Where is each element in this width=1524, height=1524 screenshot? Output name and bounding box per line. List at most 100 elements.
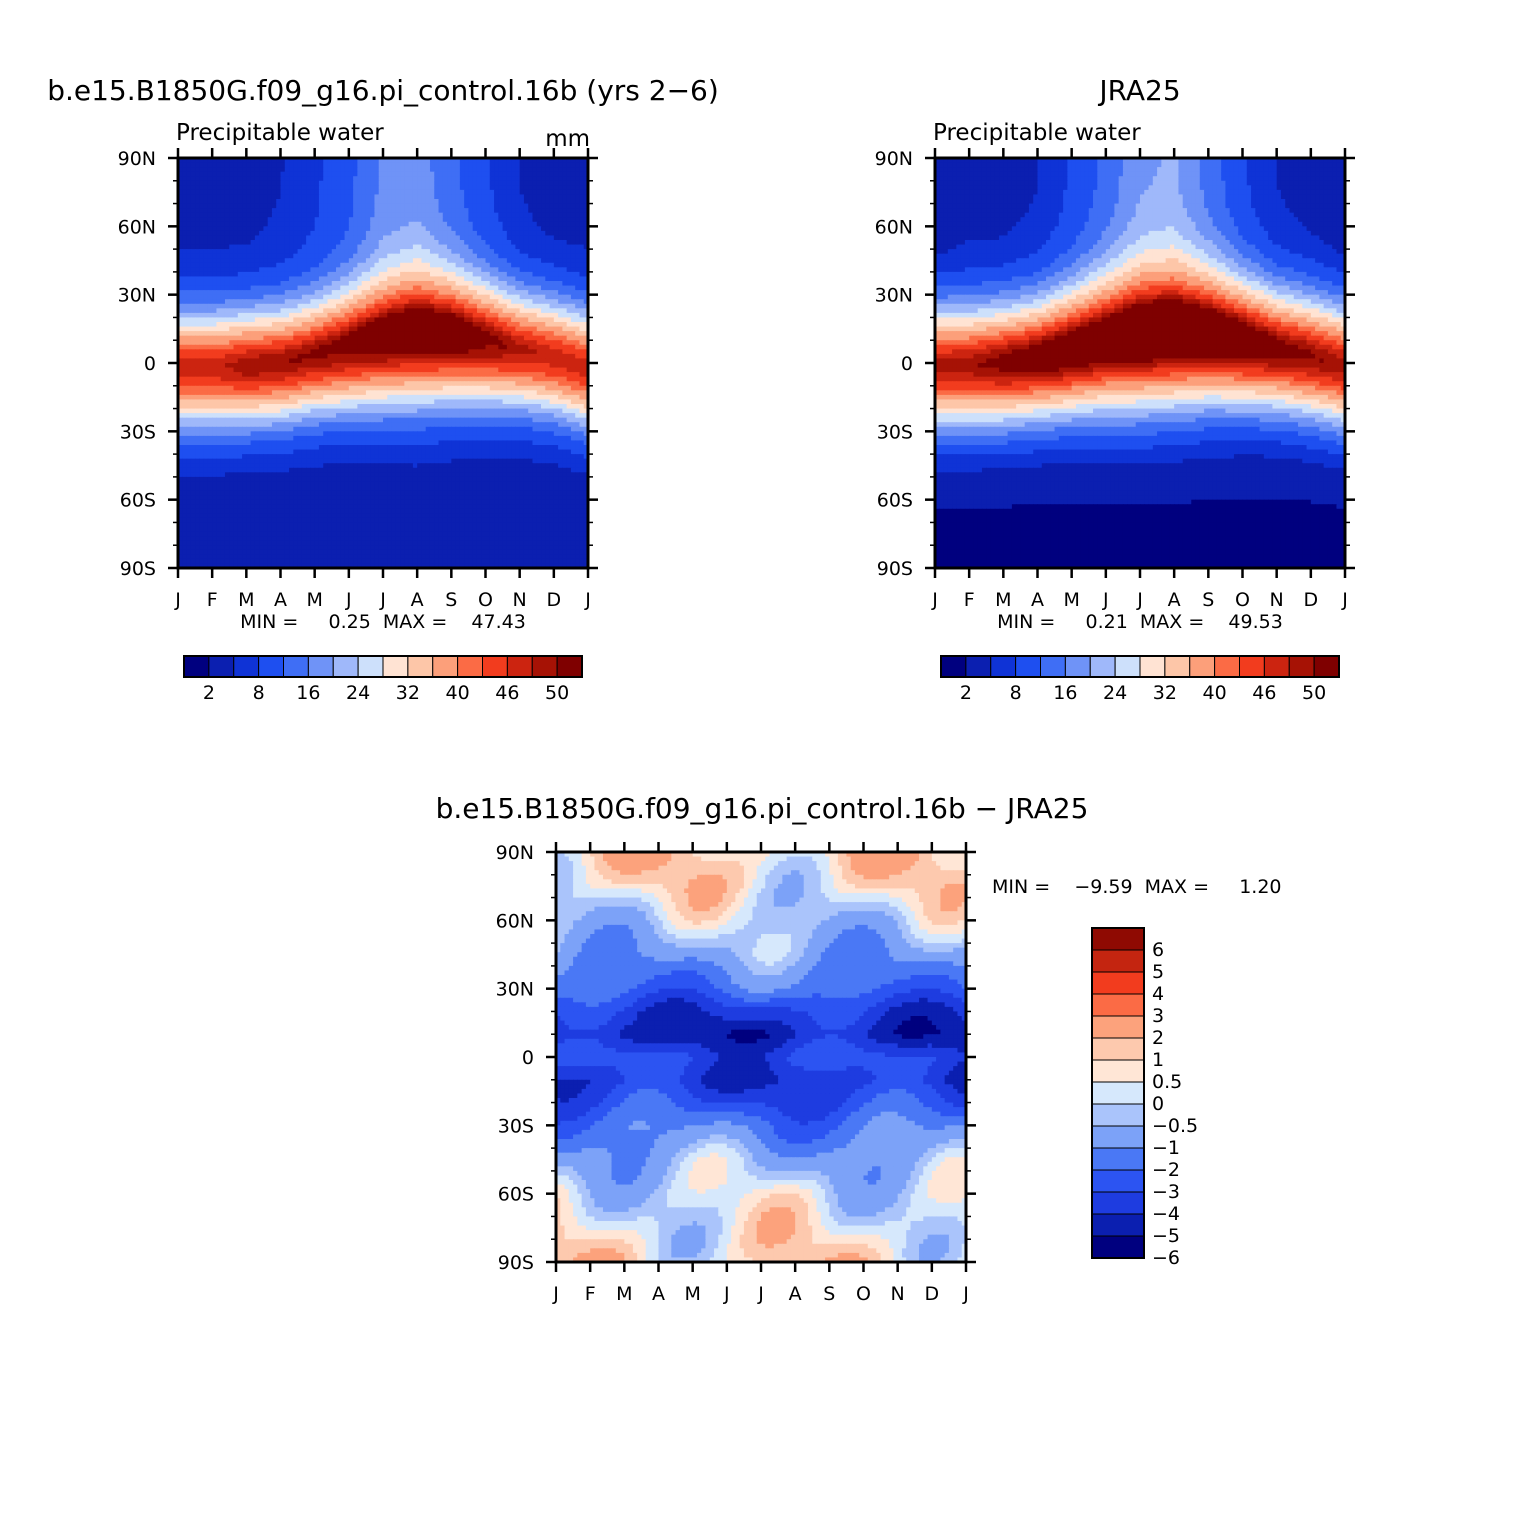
contour-cell bbox=[195, 386, 200, 391]
contour-cell bbox=[486, 185, 491, 190]
contour-cell bbox=[310, 240, 315, 245]
contour-cell bbox=[392, 336, 397, 341]
contour-cell bbox=[541, 281, 546, 286]
contour-cell bbox=[208, 254, 213, 259]
contour-cell bbox=[246, 331, 251, 336]
contour-cell bbox=[387, 363, 392, 368]
contour-cell bbox=[473, 222, 478, 227]
contour-cell bbox=[579, 176, 584, 181]
contour-cell bbox=[528, 240, 533, 245]
contour-cell bbox=[357, 217, 362, 222]
contour-cell bbox=[323, 327, 328, 332]
contour-cell bbox=[340, 322, 345, 327]
contour-cell bbox=[409, 204, 414, 209]
contour-cell bbox=[216, 258, 221, 263]
contour-cell bbox=[477, 194, 482, 199]
contour-cell bbox=[562, 213, 567, 218]
contour-cell bbox=[255, 304, 260, 309]
contour-cell bbox=[554, 368, 559, 373]
contour-cell bbox=[554, 286, 559, 291]
contour-cell bbox=[362, 235, 367, 240]
contour-cell bbox=[332, 313, 337, 318]
contour-cell bbox=[310, 381, 315, 386]
contour-cell bbox=[370, 322, 375, 327]
contour-cell bbox=[251, 390, 256, 395]
contour-cell bbox=[558, 245, 563, 250]
contour-cell bbox=[187, 308, 192, 313]
contour-cell bbox=[327, 194, 332, 199]
contour-cell bbox=[562, 331, 567, 336]
contour-cell bbox=[272, 199, 277, 204]
contour-cell bbox=[319, 204, 324, 209]
contour-cell bbox=[417, 313, 422, 318]
contour-cell bbox=[575, 299, 580, 304]
contour-cell bbox=[234, 358, 239, 363]
contour-cell bbox=[409, 331, 414, 336]
contour-cell bbox=[421, 181, 426, 186]
contour-cell bbox=[285, 331, 290, 336]
contour-cell bbox=[289, 308, 294, 313]
contour-cell bbox=[353, 226, 358, 231]
contour-cell bbox=[430, 258, 435, 263]
contour-cell bbox=[413, 295, 418, 300]
contour-cell bbox=[477, 231, 482, 236]
contour-cell bbox=[468, 240, 473, 245]
contour-cell bbox=[468, 276, 473, 281]
contour-cell bbox=[417, 299, 422, 304]
contour-cell bbox=[216, 281, 221, 286]
contour-cell bbox=[473, 322, 478, 327]
contour-cell bbox=[426, 176, 431, 181]
contour-cell bbox=[447, 390, 452, 395]
contour-cell bbox=[289, 226, 294, 231]
contour-cell bbox=[562, 204, 567, 209]
contour-cell bbox=[268, 295, 273, 300]
contour-cell bbox=[345, 185, 350, 190]
contour-cell bbox=[345, 349, 350, 354]
contour-cell bbox=[498, 226, 503, 231]
contour-cell bbox=[447, 386, 452, 391]
contour-cell bbox=[524, 245, 529, 250]
contour-cell bbox=[319, 213, 324, 218]
contour-cell bbox=[289, 204, 294, 209]
contour-cell bbox=[216, 213, 221, 218]
contour-cell bbox=[281, 381, 286, 386]
panel-model-plot: J F M A M J J A S O N D J90N60N30N030S60S90S bbox=[118, 148, 598, 611]
contour-cell bbox=[187, 258, 192, 263]
contour-cell bbox=[212, 290, 217, 295]
contour-cell bbox=[400, 290, 405, 295]
contour-cell bbox=[191, 327, 196, 332]
contour-cell bbox=[191, 354, 196, 359]
contour-cell bbox=[285, 208, 290, 213]
contour-cell bbox=[520, 377, 525, 382]
contour-cell bbox=[315, 377, 320, 382]
contour-cell bbox=[336, 281, 341, 286]
contour-cell bbox=[298, 172, 303, 177]
contour-cell bbox=[199, 386, 204, 391]
contour-cell bbox=[434, 295, 439, 300]
contour-cell bbox=[259, 340, 264, 345]
contour-cell bbox=[460, 331, 465, 336]
contour-cell bbox=[532, 222, 537, 227]
contour-cell bbox=[251, 258, 256, 263]
contour-cell bbox=[289, 358, 294, 363]
contour-cell bbox=[494, 354, 499, 359]
contour-cell bbox=[486, 217, 491, 222]
contour-cell bbox=[306, 386, 311, 391]
contour-cell bbox=[520, 235, 525, 240]
contour-cell bbox=[216, 349, 221, 354]
contour-cell bbox=[281, 204, 286, 209]
contour-cell bbox=[182, 299, 187, 304]
contour-cell bbox=[460, 354, 465, 359]
contour-cell bbox=[315, 181, 320, 186]
contour-cell bbox=[221, 222, 226, 227]
contour-cell bbox=[507, 176, 512, 181]
contour-cell bbox=[357, 340, 362, 345]
contour-cell bbox=[545, 263, 550, 268]
contour-cell bbox=[520, 172, 525, 177]
contour-cell bbox=[396, 204, 401, 209]
contour-cell bbox=[234, 194, 239, 199]
contour-cell bbox=[268, 267, 273, 272]
contour-cell bbox=[426, 331, 431, 336]
contour-cell bbox=[456, 254, 461, 259]
contour-cell bbox=[306, 354, 311, 359]
